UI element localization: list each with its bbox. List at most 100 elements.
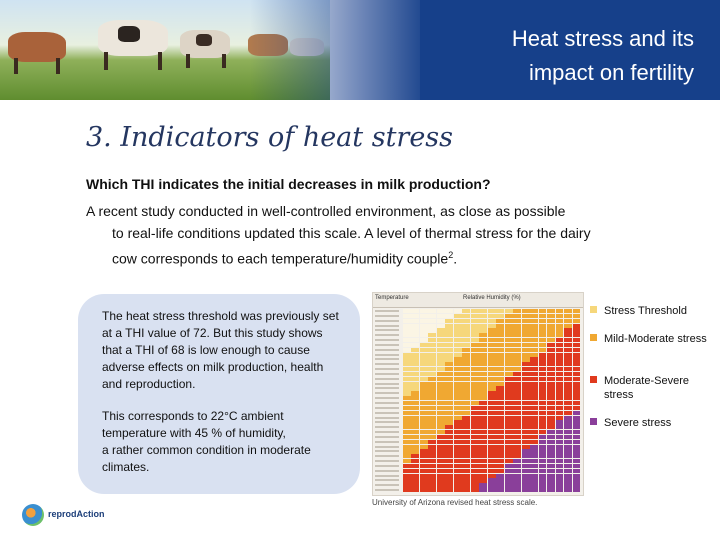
table-cell	[462, 352, 471, 357]
table-cell	[555, 434, 564, 440]
table-cell	[411, 323, 420, 328]
table-cell	[521, 318, 530, 323]
table-cell	[436, 434, 445, 440]
row-label-mark	[375, 329, 399, 332]
question-text: Which THI indicates the initial decrease…	[86, 176, 491, 192]
table-cell	[462, 367, 471, 372]
table-cell	[538, 473, 547, 478]
table-cell	[504, 309, 513, 314]
table-cell	[487, 391, 496, 396]
table-cell	[462, 410, 471, 415]
table-cell	[403, 459, 411, 464]
row-label-mark	[375, 377, 399, 380]
table-cell	[496, 473, 505, 478]
table-cell	[564, 357, 572, 362]
table-cell	[572, 391, 581, 396]
table-cell	[479, 309, 488, 314]
table-cell	[555, 396, 564, 401]
table-cell	[572, 333, 581, 338]
table-cell	[504, 357, 513, 362]
table-cell	[470, 391, 479, 396]
table-cell	[462, 362, 471, 367]
table-cell	[555, 401, 564, 406]
table-cell	[436, 323, 445, 328]
table-cell	[513, 333, 522, 338]
table-cell	[428, 420, 437, 425]
table-cell	[411, 352, 420, 357]
table-cell	[470, 454, 479, 459]
table-cell	[436, 391, 445, 396]
table-cell	[470, 483, 479, 488]
table-cell	[538, 478, 547, 483]
table-cell	[504, 342, 513, 348]
table-cell	[436, 381, 445, 386]
table-cell	[479, 410, 488, 415]
table-cell	[445, 357, 454, 362]
table-cell	[496, 488, 505, 493]
table-cell	[555, 459, 564, 464]
table-cell	[564, 434, 572, 440]
table-cell	[521, 396, 530, 401]
table-cell	[538, 362, 547, 367]
table-cell	[521, 425, 530, 430]
table-cell	[521, 338, 530, 343]
table-cell	[572, 420, 581, 425]
table-cell	[504, 454, 513, 459]
table-cell	[436, 318, 445, 323]
table-cell	[496, 415, 505, 420]
table-cell	[411, 459, 420, 464]
row-label-mark	[375, 435, 399, 438]
title-line-2: impact on fertility	[528, 60, 694, 85]
table-cell	[547, 405, 555, 411]
table-cell	[538, 328, 547, 333]
table-cell	[496, 463, 505, 469]
table-cell	[419, 415, 428, 420]
table-cell	[470, 463, 479, 469]
table-cell	[428, 468, 437, 474]
table-cell	[555, 430, 564, 435]
table-cell	[445, 425, 454, 430]
table-cell	[419, 328, 428, 333]
table-cell	[436, 483, 445, 488]
table-cell	[496, 439, 505, 444]
table-cell	[496, 357, 505, 362]
table-cell	[436, 444, 445, 449]
table-cell	[564, 449, 572, 454]
table-cell	[419, 483, 428, 488]
table-cell	[411, 333, 420, 338]
legend-label: Mild-Moderate stress	[604, 333, 707, 345]
table-cell	[521, 381, 530, 386]
table-cell	[428, 415, 437, 420]
table-cell	[419, 313, 428, 319]
table-cell	[572, 405, 581, 411]
table-cell	[504, 468, 513, 474]
table-cell	[572, 463, 581, 469]
table-cell	[521, 367, 530, 372]
table-cell	[470, 415, 479, 420]
row-label-mark	[375, 319, 399, 322]
table-cell	[428, 434, 437, 440]
table-cell	[564, 420, 572, 425]
table-cell	[419, 434, 428, 440]
table-cell	[462, 449, 471, 454]
table-cell	[479, 313, 488, 319]
table-cell	[445, 401, 454, 406]
table-cell	[521, 439, 530, 444]
table-cell	[470, 328, 479, 333]
table-cell	[470, 425, 479, 430]
table-cell	[538, 381, 547, 386]
table-cell	[555, 318, 564, 323]
table-cell	[403, 342, 411, 348]
table-cell	[462, 415, 471, 420]
table-cell	[564, 318, 572, 323]
table-cell	[479, 347, 488, 352]
table-cell	[547, 430, 555, 435]
table-cell	[572, 342, 581, 348]
table-cell	[521, 454, 530, 459]
row-label-mark	[375, 382, 399, 385]
table-cell	[462, 425, 471, 430]
table-cell	[479, 386, 488, 391]
bubble-text-2-line-1: This corresponds to 22°C ambient	[102, 409, 284, 423]
table-cell	[538, 468, 547, 474]
table-cell	[521, 449, 530, 454]
